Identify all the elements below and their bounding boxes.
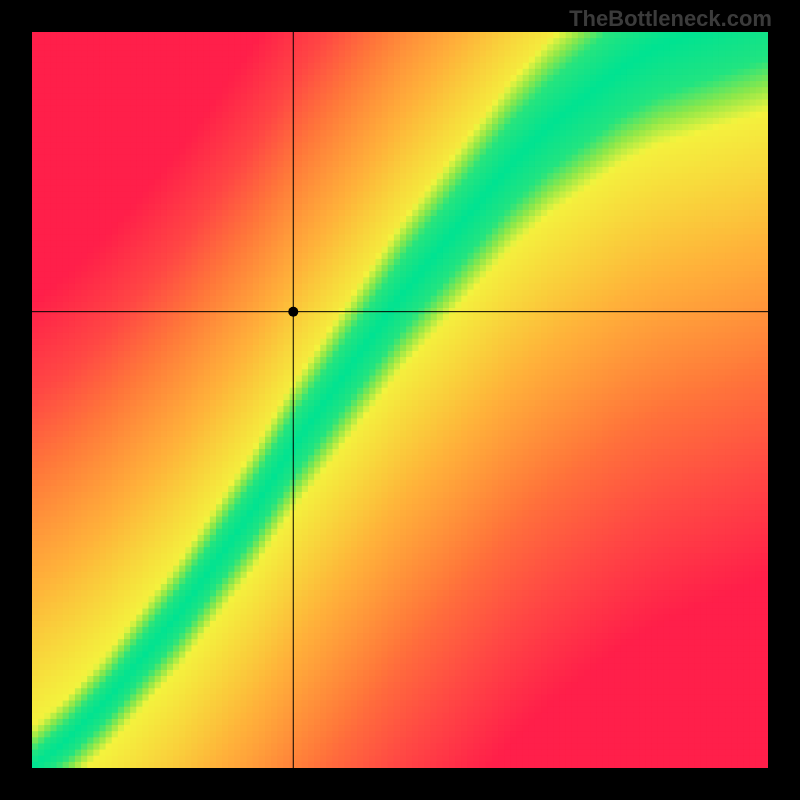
- watermark-text: TheBottleneck.com: [569, 6, 772, 32]
- bottleneck-heatmap: [32, 32, 768, 768]
